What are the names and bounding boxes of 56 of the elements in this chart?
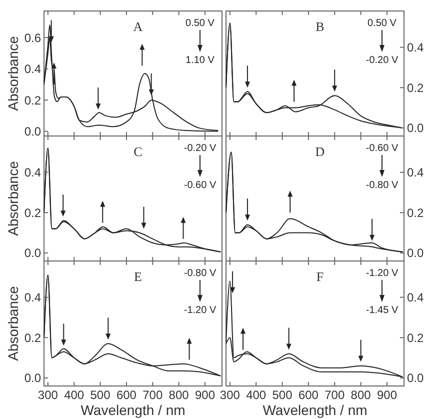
x-tick-label: 900 xyxy=(194,388,216,402)
y-tick-label: 0.0 xyxy=(407,121,424,136)
x-tick-label: 600 xyxy=(116,388,137,402)
annotation: -0.20 V xyxy=(366,55,398,66)
x-tick-label: 800 xyxy=(168,388,190,402)
y-tick-label: 0.2 xyxy=(407,330,424,345)
annotation: 1.10 V xyxy=(186,55,215,66)
x-tick-label: 700 xyxy=(142,388,163,402)
y-tick-label: 0.4 xyxy=(24,62,42,76)
x-tick-label: 900 xyxy=(376,388,398,402)
y-tick-label: 0.0 xyxy=(407,246,424,260)
x-tick-label: 500 xyxy=(272,388,293,402)
annotation: -0.60 V xyxy=(184,180,216,191)
x-axis-title: Wavelength / nm xyxy=(80,402,186,418)
x-tick-label: 300 xyxy=(220,388,240,402)
y-tick-label: 0.2 xyxy=(407,80,424,95)
text: B xyxy=(316,19,325,34)
annotation: -0.60 V xyxy=(366,143,398,154)
text: C xyxy=(134,144,142,159)
x-tick-label: 300 xyxy=(38,388,58,402)
x-tick-label: 500 xyxy=(90,388,111,402)
annotation: 0.50 V xyxy=(368,18,397,29)
y-tick-label: 0.2 xyxy=(24,206,42,220)
text: E xyxy=(134,269,142,284)
y-tick-label: 0.4 xyxy=(407,290,424,304)
annotation: -1.20 V xyxy=(184,305,216,316)
y-tick-label: 0.2 xyxy=(407,206,424,220)
text: F xyxy=(316,269,324,284)
x-tick-label: 400 xyxy=(64,388,84,402)
x-tick-label: 800 xyxy=(350,388,372,402)
y-tick-label: 0.2 xyxy=(24,330,42,345)
y-tick-label: 0.4 xyxy=(407,165,424,180)
y-tick-label: 0.6 xyxy=(24,30,42,45)
x-tick-label: 600 xyxy=(298,388,319,402)
annotation: -1.20 V xyxy=(366,268,398,279)
annotation: -0.20 V xyxy=(184,143,216,154)
y-tick-label: 0.4 xyxy=(407,40,424,54)
annotation: 0.50 V xyxy=(186,18,215,29)
y-tick-label: 0.0 xyxy=(24,371,42,386)
y-axis-title: Absorbance xyxy=(5,286,21,361)
y-axis-title: Absorbance xyxy=(5,160,21,236)
y-tick-label: 0.0 xyxy=(24,124,42,139)
y-tick-label: 0.0 xyxy=(24,246,42,260)
y-tick-label: 0.4 xyxy=(24,165,42,180)
y-axis-title: Absorbance xyxy=(5,36,21,111)
y-tick-label: 0.0 xyxy=(407,371,424,386)
text: D xyxy=(315,144,325,159)
annotation: -1.45 V xyxy=(366,305,398,316)
y-tick-label: 0.4 xyxy=(24,290,42,304)
x-tick-label: 400 xyxy=(246,388,266,402)
annotation: -0.80 V xyxy=(366,180,398,191)
x-tick-label: 700 xyxy=(324,388,345,402)
x-axis-title: Wavelength / nm xyxy=(262,402,368,418)
text: A xyxy=(133,19,144,34)
annotation: -0.80 V xyxy=(184,268,216,279)
y-tick-label: 0.2 xyxy=(24,93,42,108)
